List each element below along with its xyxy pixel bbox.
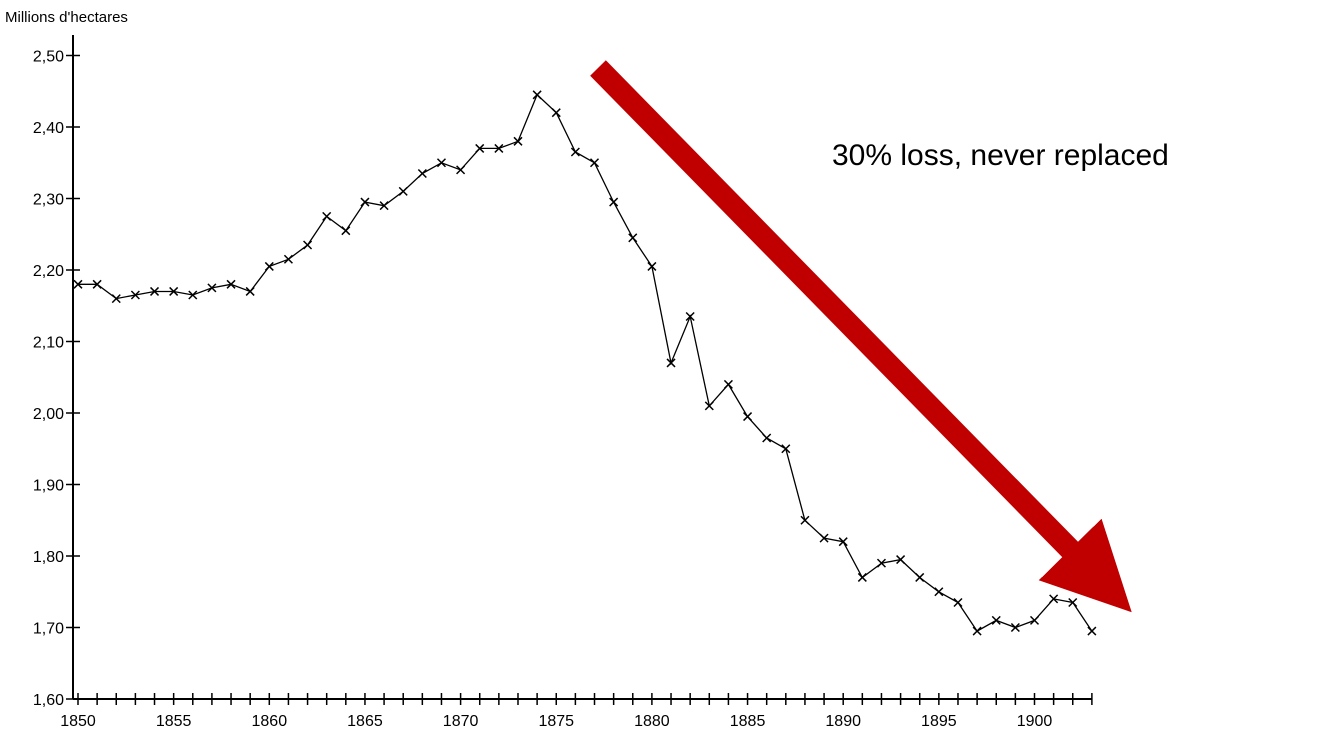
data-point — [647, 261, 657, 271]
data-point — [762, 433, 772, 443]
x-tick-label: 1895 — [921, 713, 957, 730]
data-point — [819, 533, 829, 543]
data-point — [188, 290, 198, 300]
data-point — [896, 555, 906, 565]
data-point — [781, 444, 791, 454]
data-point — [264, 261, 274, 271]
series-line — [78, 93, 1093, 632]
x-ticks: 1850 1855 1860 1865 1870 1875 1880 1885 1890 1895… — [60, 693, 1093, 730]
x-tick-label: 1880 — [634, 713, 670, 730]
y-tick-label: 2,10 — [33, 335, 64, 352]
data-point — [436, 158, 447, 168]
data-point — [743, 412, 753, 422]
data-point — [360, 197, 370, 207]
data-point — [915, 572, 925, 582]
y-tick-label: 2,30 — [33, 192, 64, 209]
data-point — [609, 197, 619, 207]
x-tick-label: 1900 — [1017, 713, 1053, 730]
data-point — [972, 626, 982, 636]
data-point — [704, 401, 714, 411]
data-point — [1029, 615, 1040, 625]
x-tick-label: 1870 — [443, 713, 479, 730]
y-tick-label: 2,50 — [33, 49, 64, 66]
data-point — [1010, 622, 1020, 633]
data-point — [245, 286, 255, 296]
data-point — [111, 294, 121, 304]
data-point — [475, 143, 485, 153]
y-tick-label: 2,20 — [33, 263, 64, 280]
data-point — [857, 572, 867, 582]
data-point — [283, 254, 293, 264]
x-tick-label: 1855 — [156, 713, 192, 730]
data-point — [379, 201, 389, 211]
data-point — [226, 279, 236, 289]
y-ticks: 2,50 2,40 2,30 2,20 2,10 2,00 1,90 1,80 1,70 1,60 — [33, 49, 80, 709]
data-point — [207, 283, 217, 293]
annotation-text: 30% loss, never replaced — [832, 139, 1169, 172]
data-point — [92, 279, 102, 289]
x-tick-label: 1860 — [252, 713, 288, 730]
data-markers — [73, 90, 1097, 636]
data-point — [800, 515, 810, 525]
data-point — [494, 143, 504, 153]
data-point — [513, 136, 523, 146]
data-point — [723, 379, 733, 389]
x-tick-label: 1885 — [730, 713, 766, 730]
data-point — [303, 240, 313, 250]
y-tick-label: 2,40 — [33, 120, 64, 137]
data-point — [417, 168, 427, 179]
data-point — [953, 597, 963, 608]
data-point — [991, 615, 1001, 625]
y-tick-label: 1,80 — [33, 549, 64, 566]
data-point — [551, 108, 561, 118]
data-point — [398, 186, 408, 196]
data-point — [589, 158, 600, 168]
data-point — [73, 279, 83, 289]
x-tick-label: 1850 — [60, 713, 96, 730]
data-point — [169, 286, 179, 296]
data-point — [934, 587, 944, 597]
data-point — [456, 165, 466, 175]
x-tick-label: 1875 — [538, 713, 574, 730]
y-tick-label: 1,60 — [33, 692, 64, 709]
data-point — [685, 311, 695, 322]
data-point — [149, 286, 160, 296]
data-point — [838, 537, 848, 547]
trend-arrow — [590, 60, 1132, 613]
data-point — [1087, 626, 1097, 636]
data-point — [532, 90, 542, 100]
data-point — [341, 226, 351, 236]
x-tick-label: 1865 — [347, 713, 383, 730]
data-point — [876, 558, 886, 568]
data-point — [322, 211, 332, 221]
data-point — [570, 147, 580, 157]
y-axis-title: Millions d'hectares — [5, 9, 128, 26]
y-tick-label: 1,90 — [33, 478, 64, 495]
y-tick-label: 1,70 — [33, 621, 64, 638]
data-point — [130, 290, 140, 300]
data-point — [628, 233, 638, 243]
x-tick-label: 1890 — [825, 713, 861, 730]
y-tick-label: 2,00 — [33, 406, 64, 423]
data-point — [666, 358, 676, 368]
